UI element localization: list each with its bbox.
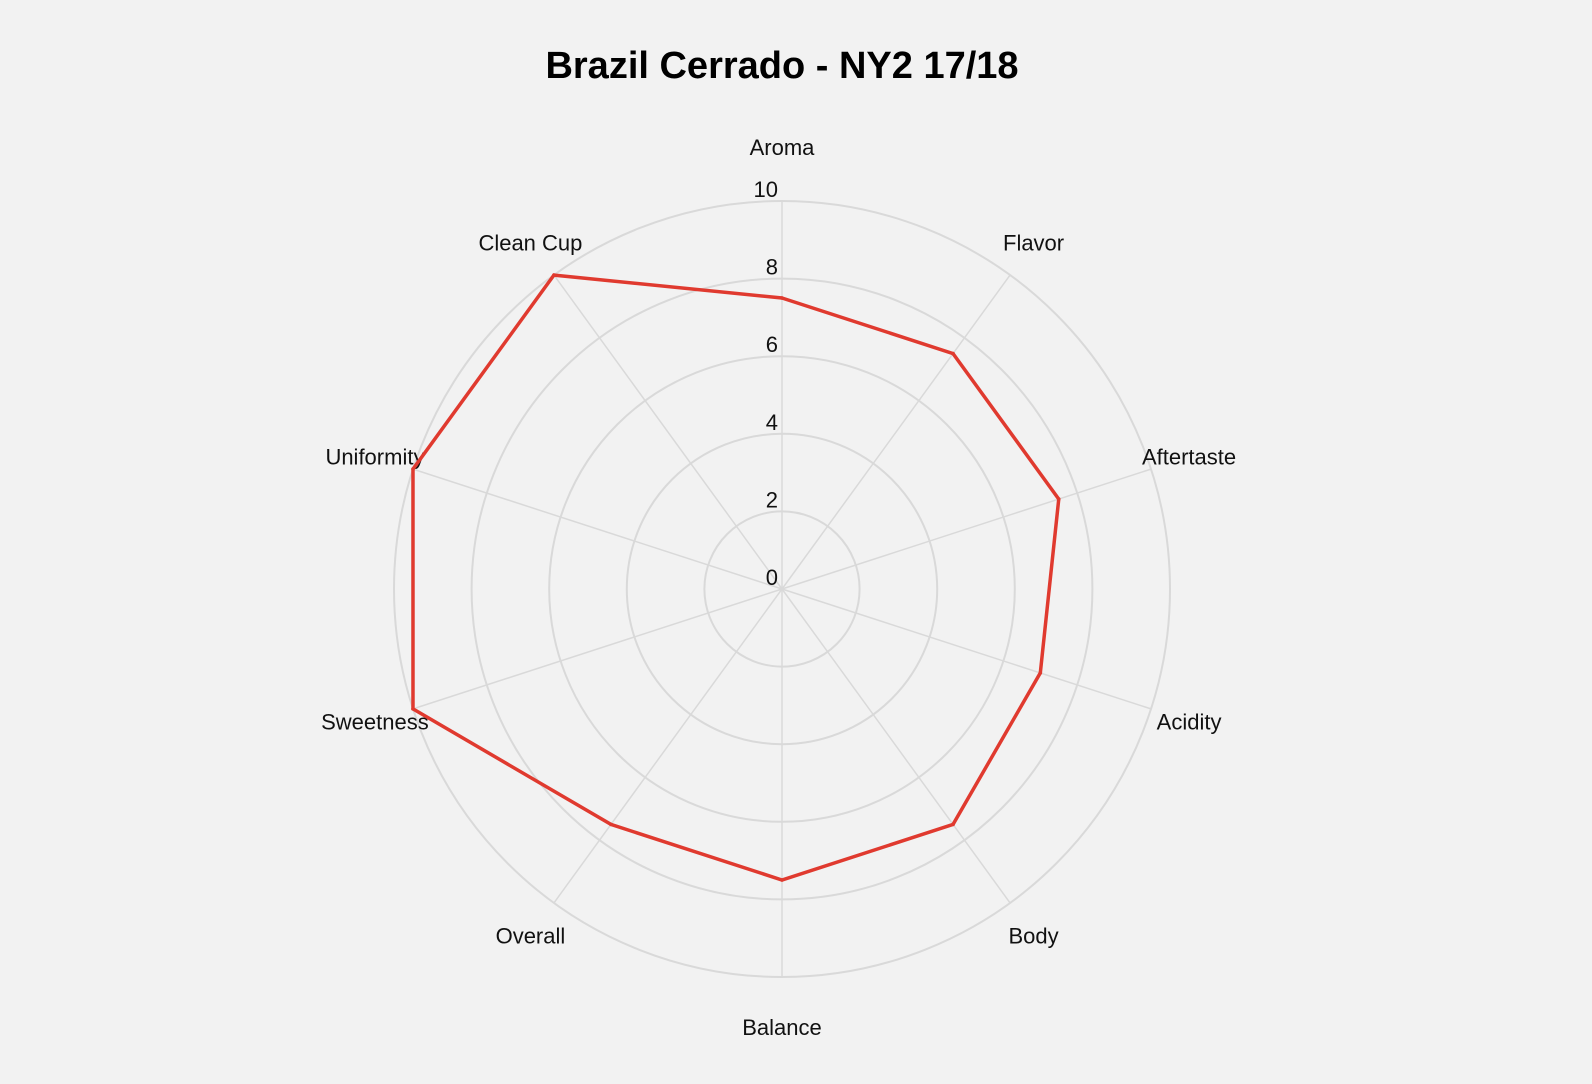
- data-point: [951, 822, 955, 827]
- data-point: [552, 273, 556, 277]
- radial-tick-label: 6: [766, 332, 778, 357]
- radial-tick-label: 4: [766, 410, 778, 435]
- data-point: [1056, 497, 1061, 501]
- category-label: Balance: [742, 1015, 822, 1040]
- data-point: [951, 351, 955, 356]
- chart-title: Brazil Cerrado - NY2 17/18: [545, 45, 1018, 87]
- category-label: Uniformity: [325, 445, 424, 470]
- radar-spoke: [412, 468, 783, 590]
- radial-tick-labels: 0 2 4 6 8 10: [754, 177, 778, 590]
- radar-grid: [393, 200, 1171, 978]
- category-label: Overall: [496, 923, 566, 948]
- category-label: Body: [1008, 923, 1058, 948]
- data-point: [780, 296, 784, 300]
- radar-spoke: [781, 588, 1011, 904]
- category-labels: Aroma Flavor Aftertaste Acidity Body Balance O…: [321, 135, 1236, 1040]
- radial-tick-label: 2: [766, 487, 778, 512]
- radar-spoke: [412, 588, 783, 710]
- data-point: [780, 878, 784, 882]
- category-label: Aftertaste: [1142, 445, 1236, 470]
- radar-spoke: [553, 274, 783, 590]
- radial-tick-label: 0: [766, 565, 778, 590]
- data-point: [609, 822, 613, 827]
- radial-tick-label: 10: [754, 177, 778, 202]
- category-label: Clean Cup: [478, 231, 582, 256]
- radial-tick-label: 8: [766, 255, 778, 280]
- data-point: [411, 707, 415, 711]
- category-label: Aroma: [750, 135, 816, 160]
- series-group: [411, 273, 1061, 882]
- category-label: Acidity: [1157, 709, 1222, 734]
- category-label: Sweetness: [321, 709, 429, 734]
- series-line: [411, 273, 1061, 882]
- radar-spoke: [781, 588, 1152, 710]
- radar-spoke: [553, 588, 783, 904]
- data-point: [411, 467, 415, 471]
- radar-spoke: [781, 274, 1011, 590]
- category-label: Flavor: [1003, 231, 1064, 256]
- radar-spoke: [781, 468, 1152, 590]
- data-point: [1038, 671, 1043, 675]
